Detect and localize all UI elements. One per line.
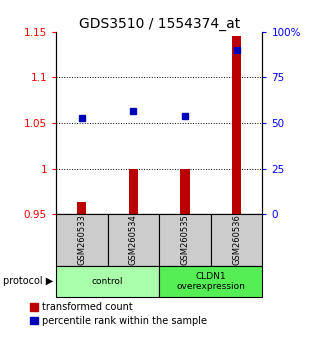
Text: protocol ▶: protocol ▶ xyxy=(3,276,53,286)
Bar xyxy=(77,202,86,214)
Bar xyxy=(180,169,190,214)
Legend: transformed count, percentile rank within the sample: transformed count, percentile rank withi… xyxy=(30,302,207,326)
Bar xyxy=(108,214,159,266)
Text: GSM260535: GSM260535 xyxy=(180,215,189,265)
Bar xyxy=(211,214,262,266)
Text: CLDN1
overexpression: CLDN1 overexpression xyxy=(176,272,245,291)
Text: GSM260534: GSM260534 xyxy=(129,215,138,265)
Bar xyxy=(129,169,138,214)
Bar xyxy=(56,214,108,266)
Bar xyxy=(159,266,262,297)
Bar xyxy=(56,266,159,297)
Bar xyxy=(232,36,241,214)
Bar xyxy=(159,214,211,266)
Text: control: control xyxy=(92,277,123,286)
Text: GSM260536: GSM260536 xyxy=(232,215,241,265)
Text: GSM260533: GSM260533 xyxy=(77,215,86,265)
Title: GDS3510 / 1554374_at: GDS3510 / 1554374_at xyxy=(79,17,240,31)
